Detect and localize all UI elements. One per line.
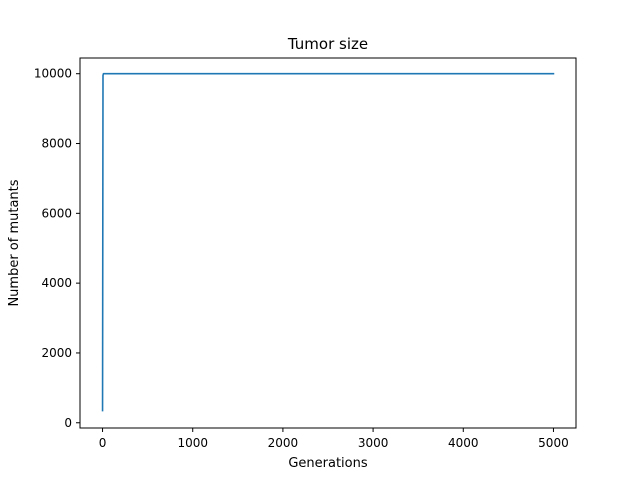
x-axis-ticks: 0 1000 2000 3000 4000 5000: [99, 428, 569, 450]
y-tick-label: 6000: [41, 206, 72, 220]
x-tick-label: 4000: [448, 436, 479, 450]
y-tick-label: 4000: [41, 276, 72, 290]
y-tick-label: 2000: [41, 346, 72, 360]
x-tick-label: 2000: [268, 436, 299, 450]
x-tick-label: 5000: [538, 436, 569, 450]
plot-frame: [79, 57, 577, 429]
y-tick-label: 0: [64, 416, 72, 430]
x-axis-label: Generations: [288, 456, 368, 471]
y-axis-label: Number of mutants: [7, 179, 22, 306]
x-tick-label: 3000: [358, 436, 389, 450]
plot-layer: [101, 72, 555, 412]
series-line: [101, 72, 555, 412]
y-tick-label: 10000: [34, 67, 72, 81]
chart-title: Tumor size: [287, 35, 368, 53]
x-tick-label: 0: [99, 436, 107, 450]
y-tick-label: 8000: [41, 137, 72, 151]
x-tick-label: 1000: [177, 436, 208, 450]
y-axis-ticks: 0 2000 4000 6000 8000 10000: [34, 67, 80, 430]
